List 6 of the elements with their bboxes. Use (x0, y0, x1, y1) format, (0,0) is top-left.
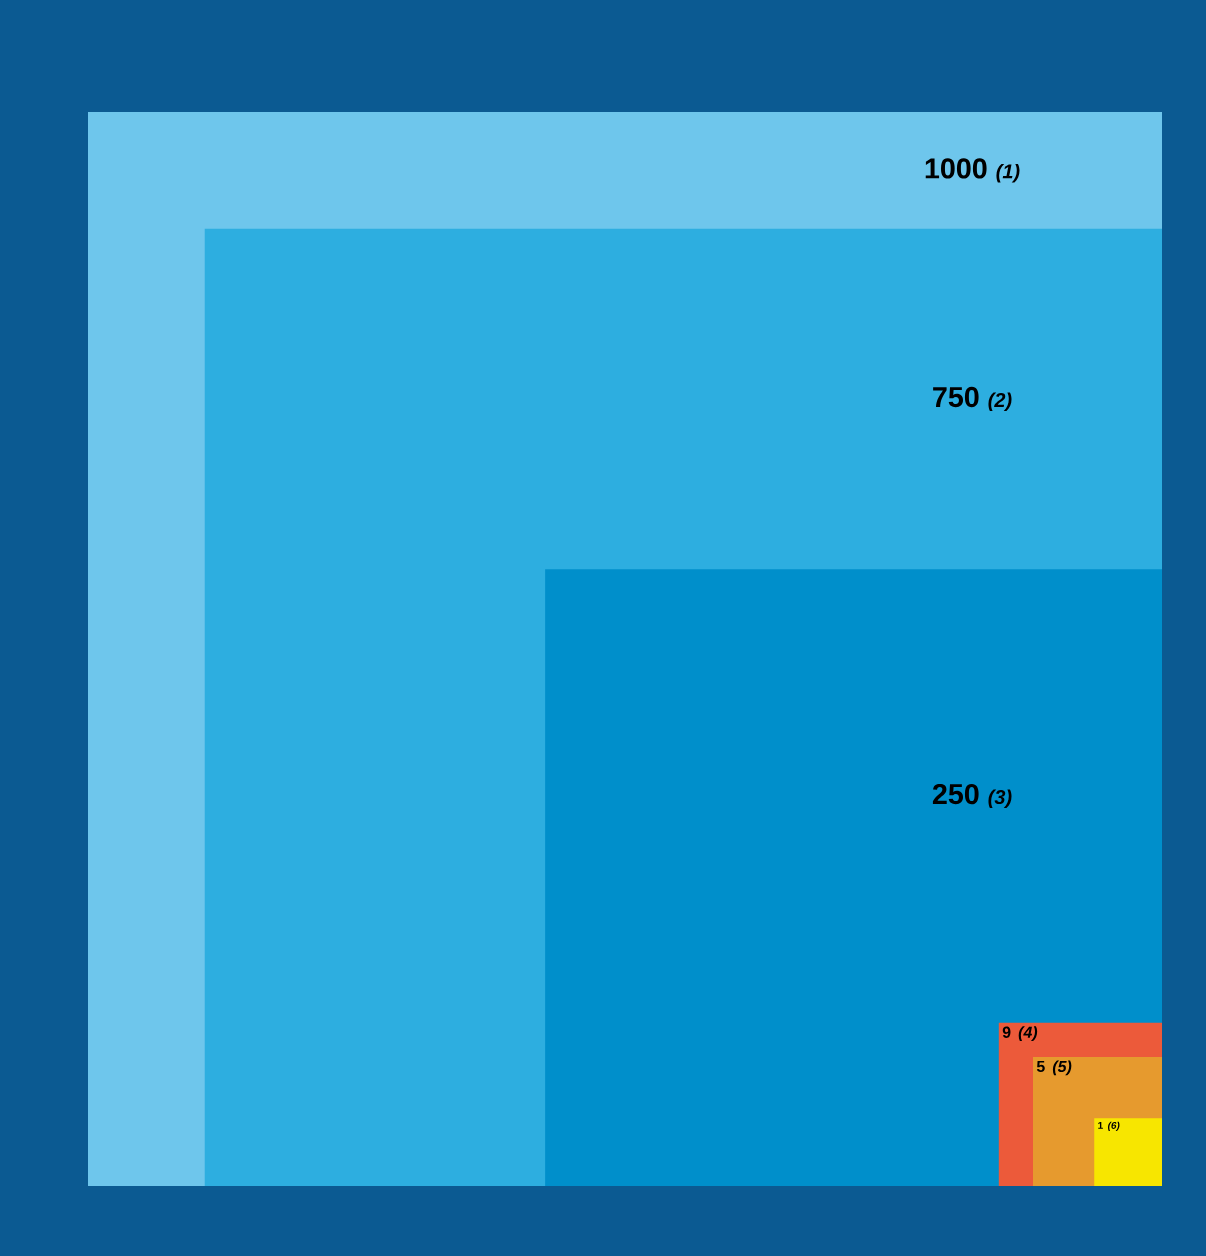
category-label: (3) (988, 789, 1012, 809)
category-label: (2) (988, 392, 1012, 412)
data-label: 250 (932, 783, 979, 805)
data-label: 1000 (925, 158, 987, 179)
data-label: 750 (933, 386, 979, 408)
category-label: (1) (996, 163, 1020, 183)
